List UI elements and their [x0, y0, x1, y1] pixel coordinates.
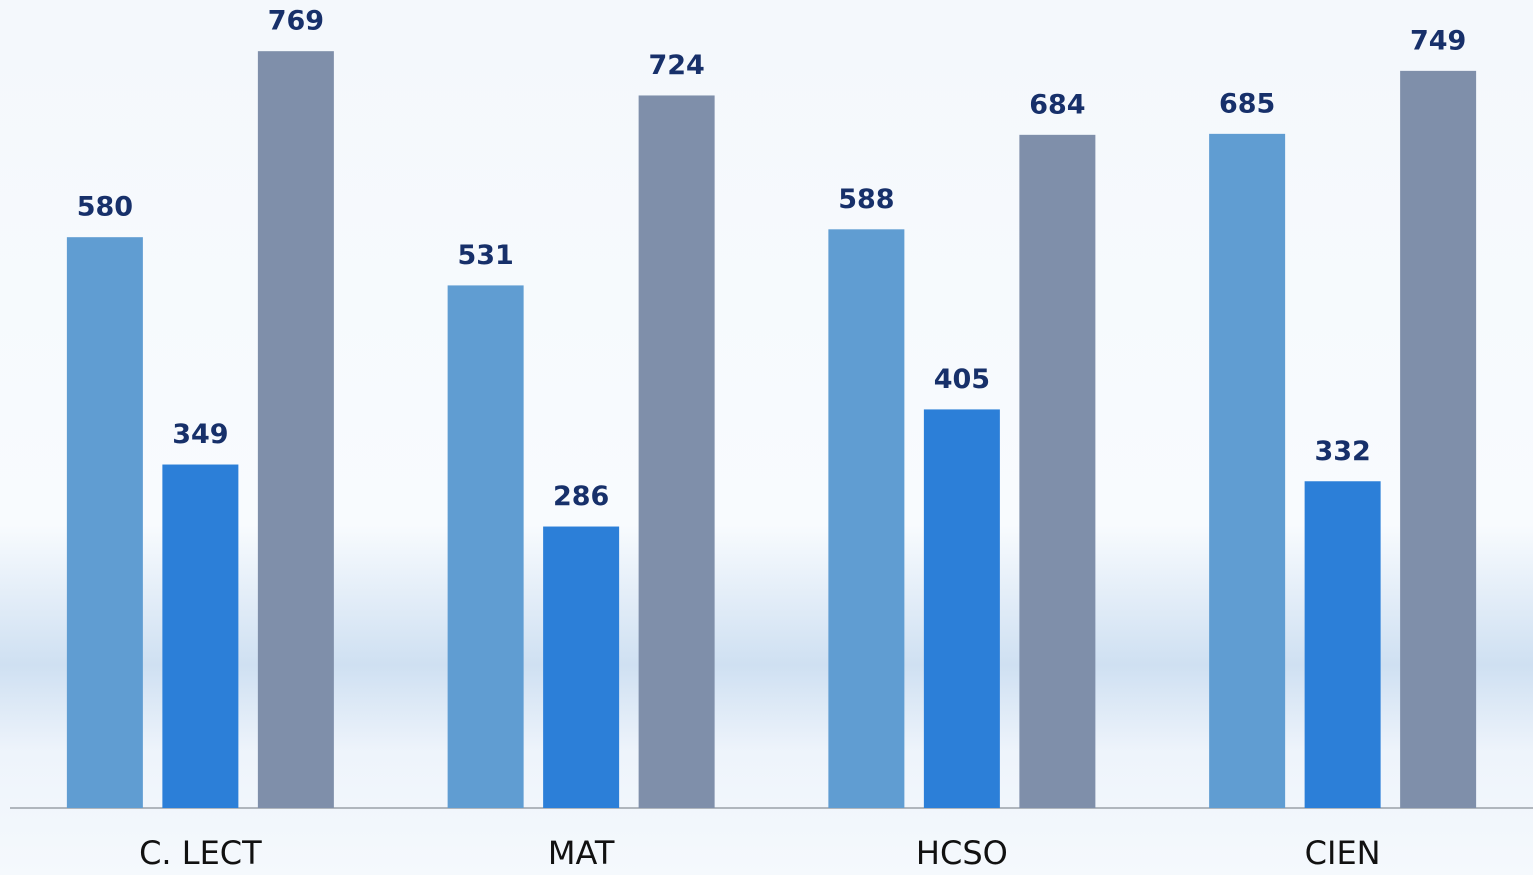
- value-label: 684: [1029, 89, 1085, 120]
- value-label: 685: [1219, 88, 1275, 119]
- bar: [923, 409, 1000, 808]
- value-label: 580: [77, 192, 133, 223]
- bar: [1209, 133, 1286, 808]
- x-tick-label: HCSO: [916, 834, 1008, 872]
- value-label: 349: [172, 419, 228, 450]
- x-tick-label: MAT: [548, 834, 615, 872]
- value-label: 724: [648, 50, 704, 81]
- bar: [1304, 481, 1381, 808]
- bar: [447, 285, 524, 808]
- bar: [828, 229, 905, 808]
- bar: [638, 95, 715, 809]
- value-label: 769: [268, 6, 324, 37]
- bar: [1400, 70, 1477, 808]
- x-tick-label: CIEN: [1305, 834, 1381, 872]
- bar: [162, 464, 239, 808]
- bar: [543, 526, 620, 808]
- value-label: 286: [553, 481, 609, 512]
- value-label: 531: [457, 240, 513, 271]
- x-tick-label: C. LECT: [139, 834, 262, 872]
- bar: [66, 237, 143, 808]
- bar: [257, 51, 334, 808]
- value-label: 332: [1314, 436, 1370, 467]
- value-label: 405: [934, 364, 990, 395]
- value-label: 749: [1410, 25, 1466, 56]
- value-label: 588: [838, 184, 894, 215]
- bar: [1019, 134, 1096, 808]
